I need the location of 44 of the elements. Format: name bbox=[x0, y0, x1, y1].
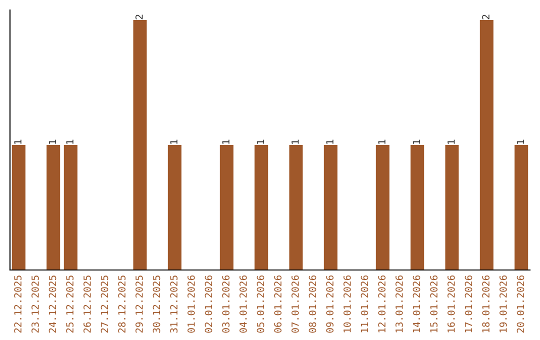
x-tick-label: 20.01.2026 bbox=[516, 275, 524, 333]
data-label: 1 bbox=[326, 140, 334, 144]
x-tick-label: 02.01.2026 bbox=[204, 275, 212, 333]
x-tick-label: 04.01.2026 bbox=[239, 275, 247, 333]
data-label: 1 bbox=[448, 140, 455, 144]
data-label: 1 bbox=[170, 140, 178, 144]
x-tick-label: 07.01.2026 bbox=[291, 275, 299, 333]
x-tick-label: 01.01.2026 bbox=[187, 275, 195, 333]
x-tick-label: 29.12.2025 bbox=[135, 276, 143, 333]
data-label: 1 bbox=[48, 140, 56, 144]
x-tick-label: 23.12.2025 bbox=[31, 276, 39, 333]
x-tick-label: 03.01.2026 bbox=[222, 275, 230, 333]
data-label: 2 bbox=[135, 14, 143, 20]
x-tick-label: 26.12.2025 bbox=[83, 276, 91, 333]
x-tick-label: 16.01.2026 bbox=[447, 275, 455, 332]
x-tick-label: 24.12.2025 bbox=[48, 276, 56, 333]
x-tick-label: 30.12.2025 bbox=[152, 276, 160, 333]
x-tick-label: 12.01.2026 bbox=[378, 275, 386, 332]
x-tick-label: 08.01.2026 bbox=[308, 275, 316, 333]
x-tick-label: 09.01.2026 bbox=[326, 275, 334, 333]
data-label: 1 bbox=[256, 140, 264, 144]
x-tick-label: 18.01.2026 bbox=[482, 275, 490, 332]
x-tick-label: 19.01.2026 bbox=[499, 275, 507, 332]
x-tick-label: 27.12.2025 bbox=[100, 276, 108, 333]
x-tick-label: 15.01.2026 bbox=[430, 275, 438, 332]
data-label: 1 bbox=[66, 140, 74, 144]
x-tick-label: 05.01.2026 bbox=[256, 275, 264, 333]
x-tick-label: 14.01.2026 bbox=[412, 275, 420, 332]
x-tick-label: 28.12.2025 bbox=[118, 276, 126, 333]
data-label: 1 bbox=[292, 140, 299, 144]
data-label: 1 bbox=[378, 140, 386, 144]
x-tick-label: 06.01.2026 bbox=[274, 275, 282, 333]
data-label: 1 bbox=[222, 140, 230, 144]
x-tick-label: 11.01.2026 bbox=[360, 275, 368, 332]
data-label: 1 bbox=[516, 140, 524, 144]
data-label: 1 bbox=[412, 140, 420, 144]
x-tick-label: 13.01.2026 bbox=[395, 275, 403, 332]
x-tick-label: 25.12.2025 bbox=[66, 276, 74, 333]
x-tick-label: 10.01.2026 bbox=[343, 275, 351, 332]
data-label: 1 bbox=[14, 140, 22, 144]
x-tick-label: 17.01.2026 bbox=[464, 275, 472, 332]
x-tick-label: 31.12.2025 bbox=[170, 276, 178, 333]
x-tick-label: 22.12.2025 bbox=[14, 276, 22, 333]
data-label: 2 bbox=[482, 14, 490, 20]
